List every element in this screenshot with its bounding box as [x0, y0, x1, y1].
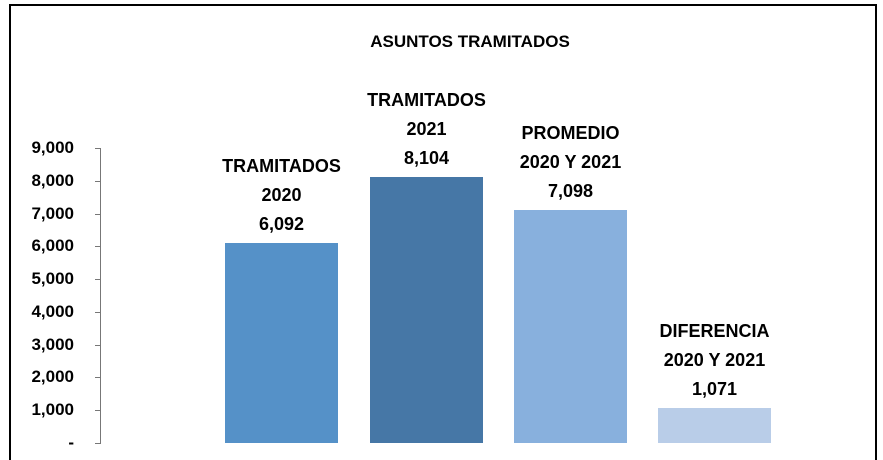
category-label: DIFERENCIA 2020 Y 2021 — [659, 320, 770, 370]
bar — [514, 210, 627, 443]
y-tick-label: 5,000 — [31, 269, 74, 289]
y-tick-label: 3,000 — [31, 334, 74, 354]
chart-title: ASUNTOS TRAMITADOS — [370, 32, 570, 51]
y-tick-mark — [95, 148, 100, 149]
y-tick-mark — [95, 377, 100, 379]
y-tick-label: 8,000 — [31, 170, 74, 190]
y-tick-mark — [95, 180, 100, 182]
y-tick-label: - — [68, 433, 74, 452]
y-tick-mark — [95, 279, 100, 281]
bar-label: PROMEDIO 2020 Y 2021 7,098 — [491, 119, 651, 206]
y-tick-label: 6,000 — [31, 236, 74, 256]
bar-label: TRAMITADOS 2020 6,092 — [202, 152, 362, 239]
value-label: 6,092 — [258, 214, 305, 235]
y-tick-mark — [95, 344, 100, 346]
bar — [225, 243, 338, 443]
y-tick-mark — [95, 443, 100, 444]
y-tick-mark — [95, 410, 100, 412]
category-label: TRAMITADOS 2020 — [222, 156, 341, 206]
bar-label: TRAMITADOS 2021 8,104 — [347, 86, 507, 173]
y-tick-label: 9,000 — [31, 138, 74, 157]
y-tick-mark — [95, 311, 100, 313]
y-tick-label: 7,000 — [31, 203, 74, 223]
bar — [370, 177, 483, 443]
y-tick-label: 1,000 — [31, 400, 74, 420]
bar-label: DIFERENCIA 2020 Y 2021 1,071 — [635, 317, 795, 404]
y-axis-line — [100, 148, 101, 444]
chart-border — [9, 4, 877, 460]
category-label: PROMEDIO 2020 Y 2021 — [519, 123, 622, 173]
y-tick-label: 2,000 — [31, 367, 74, 387]
value-label: 7,098 — [547, 181, 594, 202]
y-tick-mark — [95, 213, 100, 215]
y-tick-mark — [95, 246, 100, 248]
value-label: 1,071 — [691, 378, 738, 399]
value-label: 8,104 — [403, 148, 450, 169]
y-tick-label: 4,000 — [31, 301, 74, 321]
bar — [658, 407, 771, 443]
category-label: TRAMITADOS 2021 — [367, 90, 486, 140]
